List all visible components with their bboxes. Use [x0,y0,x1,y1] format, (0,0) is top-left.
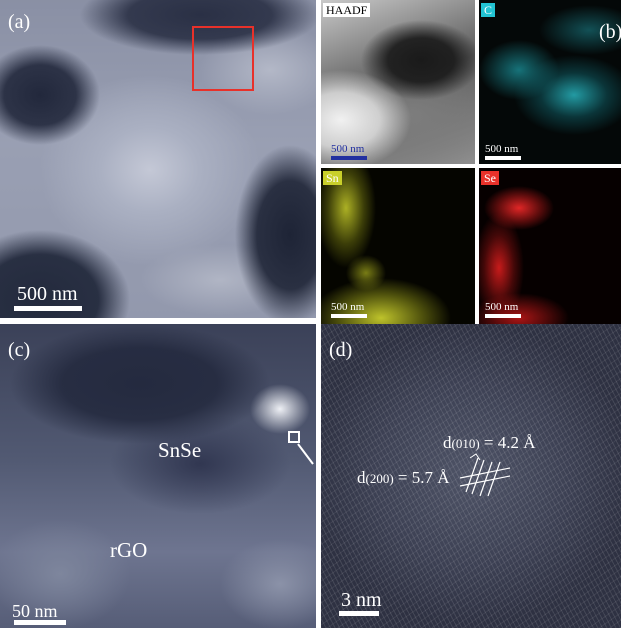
d010-index: (010) [451,436,480,451]
d010-value: = 4.2 Å [479,433,536,452]
highlight-box [192,26,254,91]
scalebar-a [14,306,82,311]
d-spacing-010-label: d(010) = 4.2 Å [443,434,536,451]
map-tag-haadf: HAADF [323,3,371,17]
scalebar-sn [331,314,367,318]
map-tag-sn: Sn [323,171,342,185]
pointer-arrow [297,443,314,465]
scalebar-se [485,314,521,318]
annotation-rgo: rGO [110,538,148,562]
scalebar-label-haadf: 500 nm [331,143,365,155]
scalebar-label-se: 500 nm [485,301,519,313]
panel-label-c: (c) [8,339,31,361]
panel-label-b: (b) [599,21,621,43]
hrtem-image-panel-d: (d) d(010) = 4.2 Å d(200) = 5.7 Å 3 nm [321,324,621,628]
map-tag-c: C [481,3,496,17]
scalebar-label-c-panel: 50 nm [12,601,58,621]
haadf-map: HAADF 500 nm [321,0,475,164]
selenium-map: Se 500 nm [479,168,621,324]
d200-prefix: d [357,468,366,487]
d200-value: = 5.7 Å [393,468,450,487]
scalebar-d [339,611,379,616]
d-spacing-200-label: d(200) = 5.7 Å [357,469,450,486]
tin-map: Sn 500 nm [321,168,475,324]
d010-prefix: d [443,433,452,452]
tem-image-panel-c: (c) SnSe rGO 50 nm [0,324,316,628]
lattice-fringe-marker [459,453,511,497]
scalebar-label-c: 500 nm [485,143,519,155]
map-tag-se: Se [481,171,499,185]
panel-label-d: (d) [329,339,353,361]
carbon-map: C (b) 500 nm [479,0,621,164]
scalebar-c [485,156,521,160]
scalebar-label-a: 500 nm [17,283,78,305]
tem-image-panel-a: (a) 500 nm [0,0,316,318]
panel-label-a: (a) [8,11,31,33]
annotation-snse: SnSe [158,438,202,462]
scalebar-label-sn: 500 nm [331,301,365,313]
scalebar-label-d: 3 nm [341,589,382,611]
hrtem-region-box [288,431,300,443]
scalebar-c-panel [14,620,66,625]
d200-index: (200) [365,471,394,486]
scalebar-haadf [331,156,367,160]
